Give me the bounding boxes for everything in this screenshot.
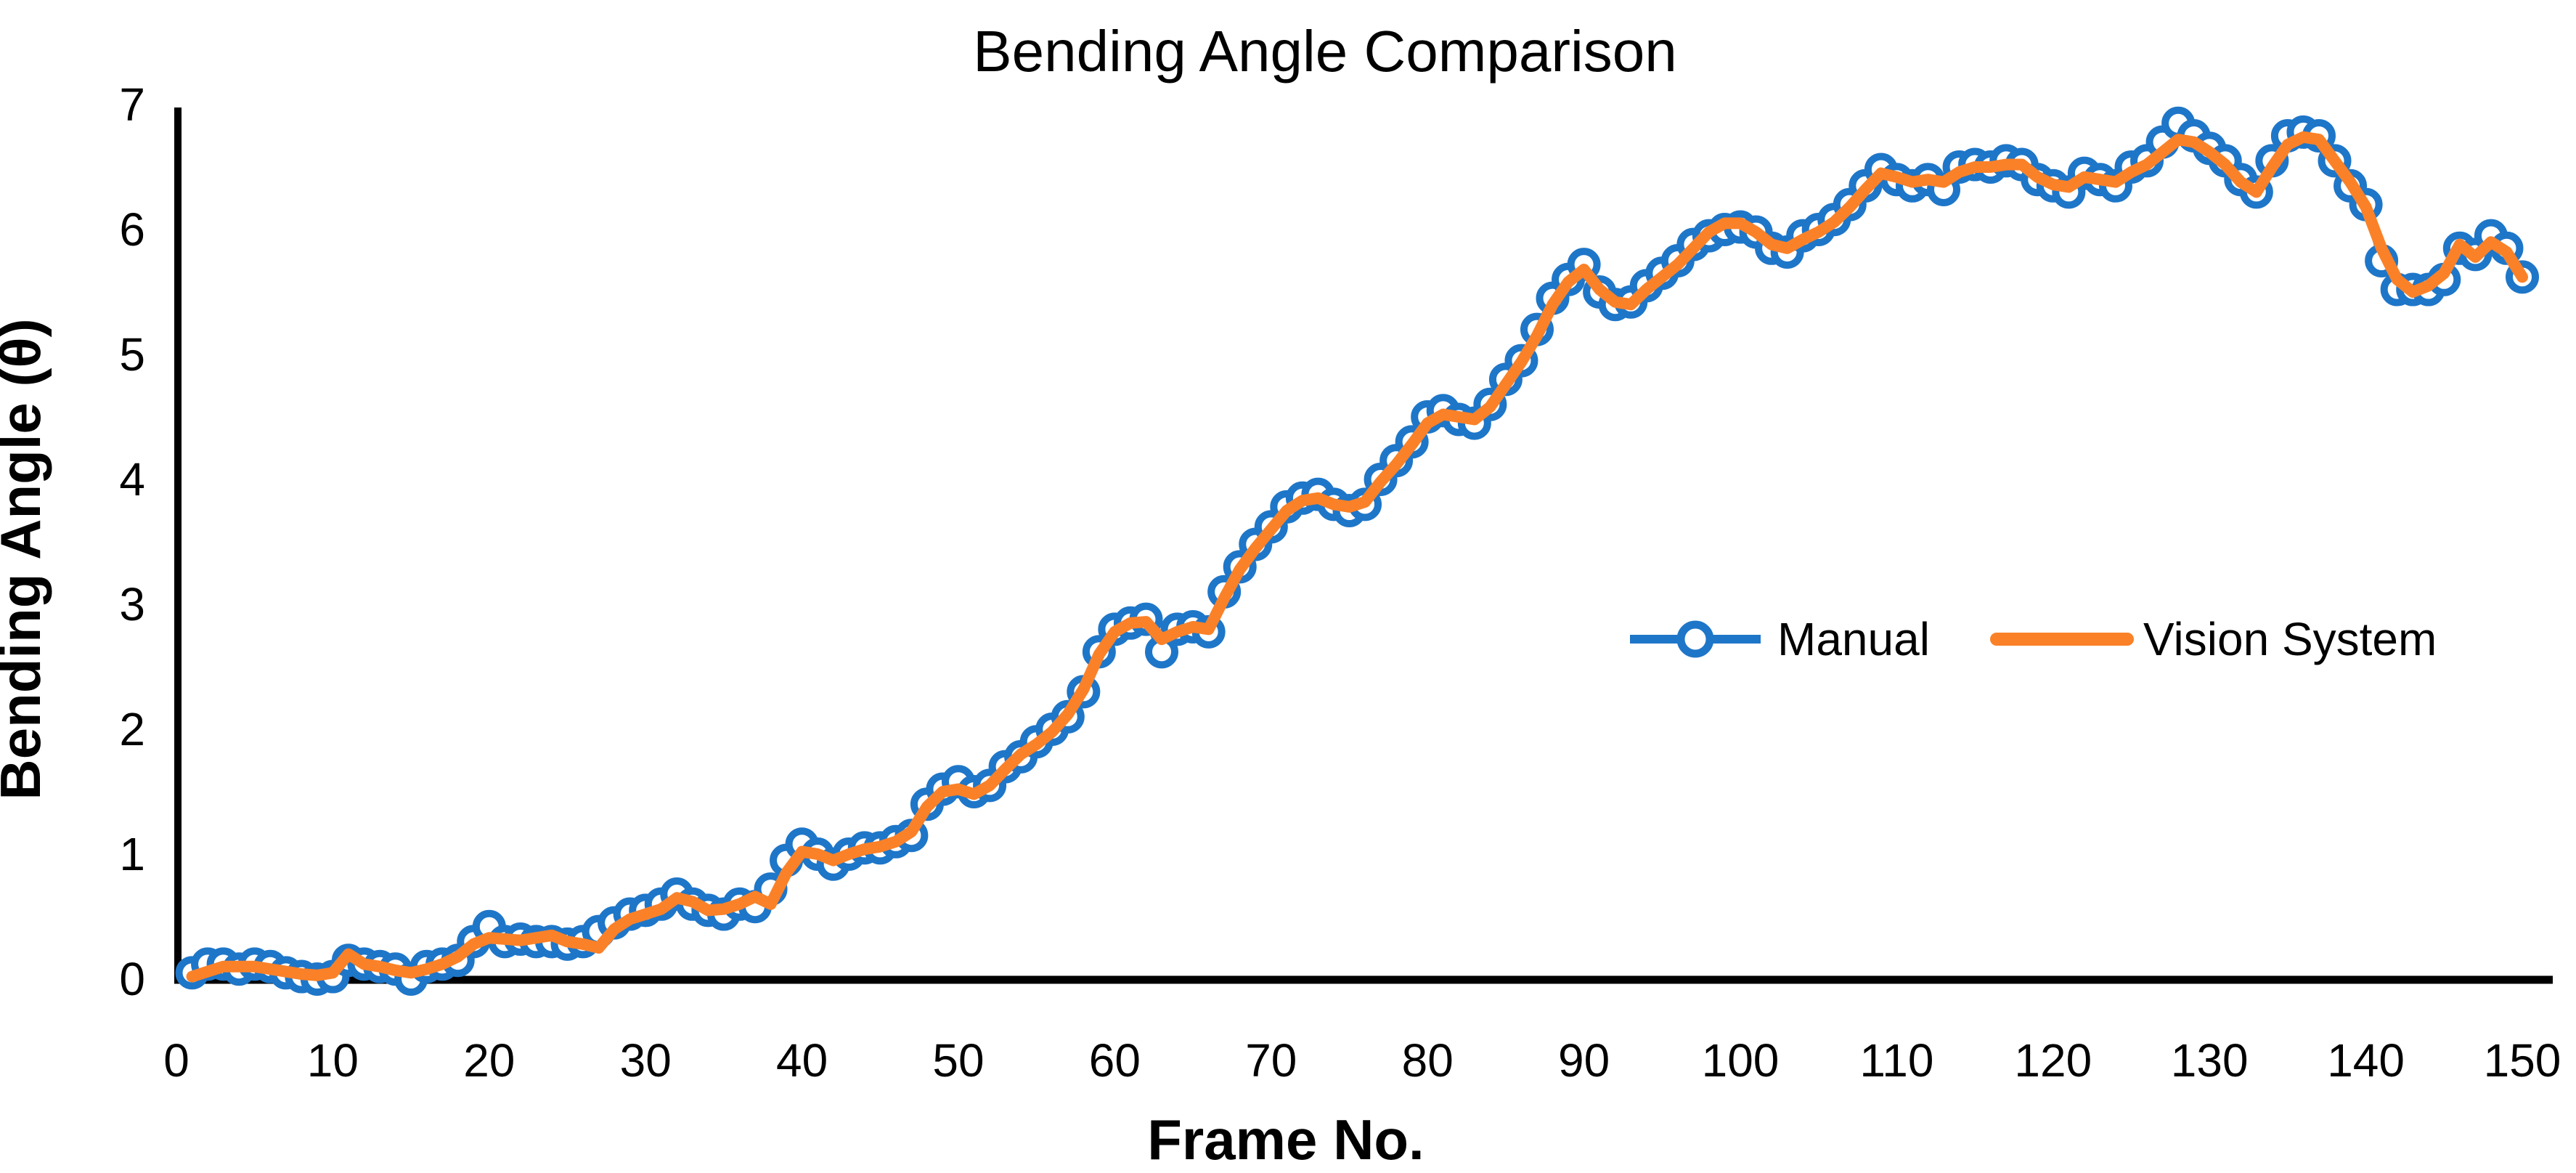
x-tick-label: 90 xyxy=(1558,1034,1610,1087)
legend: Manual Vision System xyxy=(1630,613,2437,665)
y-tick-label: 4 xyxy=(119,453,145,506)
y-tick-label: 6 xyxy=(119,203,145,256)
series-manual xyxy=(190,120,2525,983)
y-tick-label: 3 xyxy=(119,578,145,630)
x-tick-label: 110 xyxy=(1859,1034,1933,1087)
x-tick-label: 150 xyxy=(2484,1034,2561,1087)
chart-title: Bending Angle Comparison xyxy=(973,19,1677,84)
y-tick-label: 1 xyxy=(119,828,145,880)
manual-line xyxy=(190,120,2525,983)
x-tick-label: 100 xyxy=(1702,1034,1780,1087)
x-tick-label: 130 xyxy=(2171,1034,2249,1087)
x-tick-label: 60 xyxy=(1089,1034,1141,1087)
legend-vision-label: Vision System xyxy=(2143,613,2437,665)
x-axis-title: Frame No. xyxy=(1147,1108,1424,1172)
y-tick-label: 2 xyxy=(119,703,145,755)
x-tick-label: 80 xyxy=(1402,1034,1454,1087)
y-tick-label: 0 xyxy=(119,953,145,1005)
y-axis-title: Bending Angle (θ) xyxy=(0,318,52,800)
x-tick-label: 140 xyxy=(2327,1034,2405,1087)
x-axis-tick-labels: 0 10 20 30 40 50 60 70 80 90 100 110 120 130 140 150 xyxy=(163,1034,2561,1087)
y-tick-label: 5 xyxy=(119,328,145,381)
x-tick-label: 10 xyxy=(307,1034,359,1087)
x-tick-label: 40 xyxy=(776,1034,828,1087)
legend-manual-label: Manual xyxy=(1777,613,1930,665)
y-tick-label: 7 xyxy=(119,78,145,131)
y-axis-tick-labels: 0 1 2 3 4 5 6 7 xyxy=(119,78,145,1005)
x-tick-label: 70 xyxy=(1245,1034,1297,1087)
x-tick-label: 0 xyxy=(163,1034,189,1087)
x-tick-label: 50 xyxy=(932,1034,984,1087)
x-tick-label: 20 xyxy=(463,1034,515,1087)
vision-line xyxy=(186,131,2528,983)
legend-manual-marker-icon xyxy=(1676,620,1714,658)
series-vision xyxy=(186,131,2528,983)
x-tick-label: 120 xyxy=(2014,1034,2092,1087)
series-manual-markers xyxy=(175,106,2539,996)
x-tick-label: 30 xyxy=(620,1034,672,1087)
